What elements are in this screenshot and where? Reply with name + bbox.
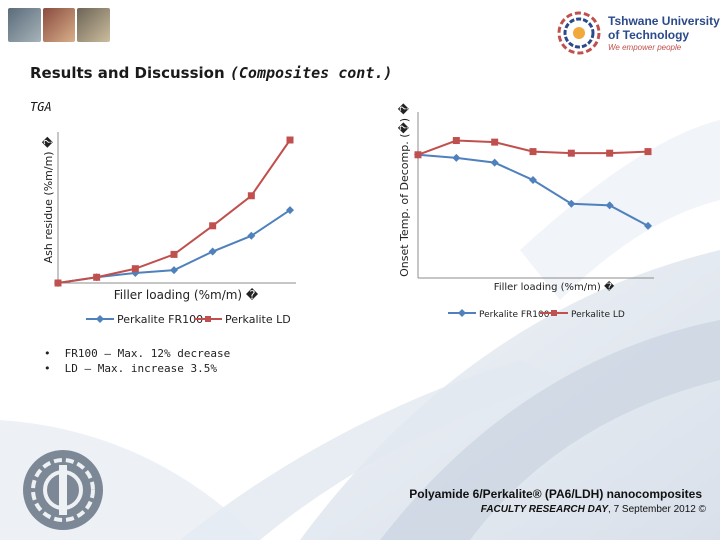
series-line [57,139,291,284]
bullet-marker: • [44,362,51,375]
data-point [529,148,537,156]
data-point [170,250,178,258]
data-point [414,151,422,159]
data-point [452,153,461,162]
university-logo: Tshwane University of Technology We empo… [556,10,720,56]
y-axis-label: Onset Temp. of Decomp. (�) � [398,102,411,276]
legend-label: Perkalite FR100 [479,310,550,320]
data-point [644,148,652,156]
data-point [606,149,614,157]
data-point [286,206,294,215]
bullet-item: • LD – Max. increase 3.5% [44,361,230,376]
data-point [605,201,614,210]
bullet-marker: • [44,347,51,360]
section-label: TGA [30,100,52,114]
x-axis-label: Filler loading (%m/m) � [114,288,259,302]
bullet-list: • FR100 – Max. 12% decrease • LD – Max. … [44,346,230,376]
legend-label: Perkalite LD [571,310,625,320]
legend-label: Perkalite LD [225,313,291,326]
slide-title: Results and Discussion (Composites cont.… [30,64,392,82]
logo-line-2: of Technology [608,28,690,42]
legend-marker [96,315,104,323]
y-axis-label: Ash residue (%m/m) � [42,136,55,263]
header-photo [77,8,111,42]
footer-subtitle: FACULTY RESEARCH DAY, 7 September 2012 © [481,504,706,515]
header-photo [42,8,76,42]
logo-line-1: Tshwane University [608,14,720,28]
data-point [54,279,62,287]
data-point [93,273,101,281]
data-point [644,221,652,230]
logo-tagline: We empower people [608,43,682,52]
footer-event: FACULTY RESEARCH DAY [480,504,609,515]
data-point [286,136,294,144]
data-point [567,149,575,157]
footer-date: , 7 September 2012 © [608,504,706,515]
legend-marker [458,309,466,317]
legend-marker [205,316,211,322]
university-watermark-icon [23,450,103,530]
data-point [529,176,537,185]
data-point [490,158,499,167]
data-point [131,265,139,273]
data-point [567,199,576,208]
data-point [452,137,460,145]
data-point [170,266,178,275]
data-point [247,192,255,200]
bullet-text: FR100 – Max. 12% decrease [64,347,231,360]
slide-title-main: Results and Discussion [30,64,225,82]
legend-label: Perkalite FR100 [117,313,203,326]
footer-title: Polyamide 6/Perkalite® (PA6/LDH) nanocom… [409,487,702,501]
x-axis-label: Filler loading (%m/m) � [494,280,615,293]
data-point [209,222,217,230]
data-point [208,247,217,256]
data-point [491,138,499,146]
bullet-item: • FR100 – Max. 12% decrease [44,346,230,361]
series-line [417,153,649,227]
university-emblem-icon [557,11,601,55]
data-point [247,231,256,240]
slide-title-cont: (Composites cont.) [229,64,393,82]
header-photo-strip [8,8,111,42]
bullet-text: LD – Max. increase 3.5% [64,362,217,375]
header-photo [8,8,41,42]
legend-marker [551,310,557,316]
